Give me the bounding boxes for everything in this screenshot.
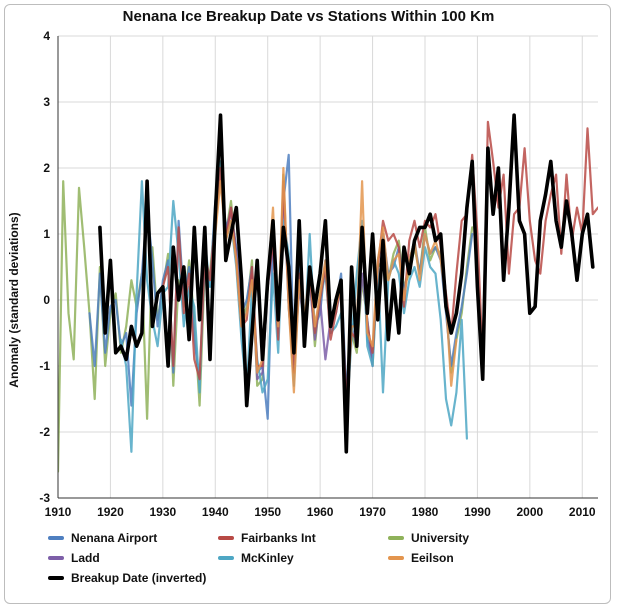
- y-tick-label: -3: [39, 491, 50, 505]
- legend-item-fairbanks-int: Fairbanks Int: [218, 530, 316, 546]
- series-line-mckinley: [119, 160, 468, 453]
- y-tick-label: 2: [43, 161, 50, 175]
- x-tick-label: 1940: [202, 505, 229, 519]
- legend-label: Ladd: [71, 551, 100, 565]
- x-tick-label: 1950: [254, 505, 281, 519]
- legend-item-eeilson: Eeilson: [388, 550, 454, 566]
- legend-swatch: [388, 556, 404, 560]
- legend-item-ladd: Ladd: [48, 550, 100, 566]
- legend-label: McKinley: [241, 551, 294, 565]
- y-tick-label: -1: [39, 359, 50, 373]
- legend-swatch: [388, 536, 404, 540]
- legend-item-university: University: [388, 530, 469, 546]
- x-tick-label: 1910: [45, 505, 72, 519]
- y-tick-label: 3: [43, 95, 50, 109]
- legend-swatch: [48, 556, 64, 560]
- x-tick-label: 2000: [516, 505, 543, 519]
- x-tick-label: 1990: [464, 505, 491, 519]
- x-tick-label: 2010: [569, 505, 596, 519]
- legend-swatch: [48, 576, 64, 580]
- x-tick-label: 1930: [150, 505, 177, 519]
- legend-swatch: [218, 536, 234, 540]
- legend-item-breakup-date-inverted: Breakup Date (inverted): [48, 570, 206, 586]
- legend-label: Breakup Date (inverted): [71, 571, 207, 585]
- x-tick-label: 1960: [307, 505, 334, 519]
- x-tick-label: 1970: [359, 505, 386, 519]
- legend-swatch: [218, 556, 234, 560]
- legend-label: Fairbanks Int: [241, 531, 316, 545]
- legend-item-mckinley: McKinley: [218, 550, 294, 566]
- y-tick-label: 0: [43, 293, 50, 307]
- x-tick-label: 1980: [412, 505, 439, 519]
- legend-label: University: [411, 531, 470, 545]
- series-layer: [58, 113, 598, 473]
- legend-label: Nenana Airport: [71, 531, 158, 545]
- y-tick-label: 1: [43, 227, 50, 241]
- y-tick-label: -2: [39, 425, 50, 439]
- legend-label: Eeilson: [411, 551, 454, 565]
- x-tick-label: 1920: [97, 505, 124, 519]
- series-line-breakup-date-inverted: [98, 113, 595, 454]
- chart-title: Nenana Ice Breakup Date vs Stations With…: [122, 8, 495, 25]
- legend-swatch: [48, 536, 64, 540]
- y-tick-label: 4: [43, 29, 50, 43]
- legend-item-nenana-airport: Nenana Airport: [48, 530, 157, 546]
